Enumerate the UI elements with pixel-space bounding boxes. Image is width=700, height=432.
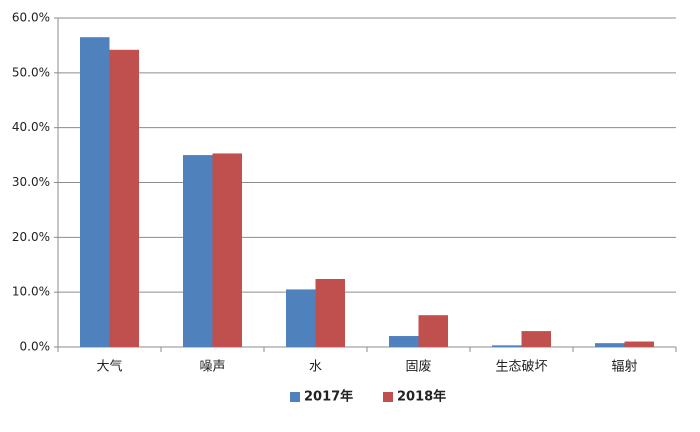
bar [183, 155, 213, 347]
y-tick-label: 50.0% [12, 65, 50, 79]
x-tick-label: 生态破坏 [495, 360, 547, 375]
x-tick-label: 固废 [405, 359, 431, 375]
legend-label: 2018年 [397, 389, 446, 405]
y-tick-label: 60.0% [12, 11, 50, 25]
bar [595, 343, 625, 347]
bar [212, 153, 242, 347]
bar [492, 345, 522, 347]
y-tick-label: 30.0% [12, 175, 50, 189]
x-tick-label: 噪声 [199, 360, 225, 375]
bar [109, 49, 139, 347]
bar [80, 37, 110, 348]
bar [286, 289, 316, 347]
y-tick-label: 0.0% [20, 340, 51, 354]
bar [521, 331, 551, 347]
bar [418, 315, 448, 347]
bar [389, 336, 419, 347]
x-tick-label: 水 [309, 360, 322, 375]
y-tick-label: 40.0% [12, 120, 50, 134]
legend-swatch [383, 392, 393, 402]
legend-label: 2017年 [304, 389, 353, 405]
x-tick-label: 辐射 [611, 359, 637, 375]
x-tick-label: 大气 [96, 359, 122, 375]
legend-swatch [290, 392, 300, 402]
bar [624, 341, 654, 347]
y-tick-label: 20.0% [12, 230, 50, 244]
bar [315, 279, 345, 347]
y-tick-label: 10.0% [12, 285, 50, 299]
